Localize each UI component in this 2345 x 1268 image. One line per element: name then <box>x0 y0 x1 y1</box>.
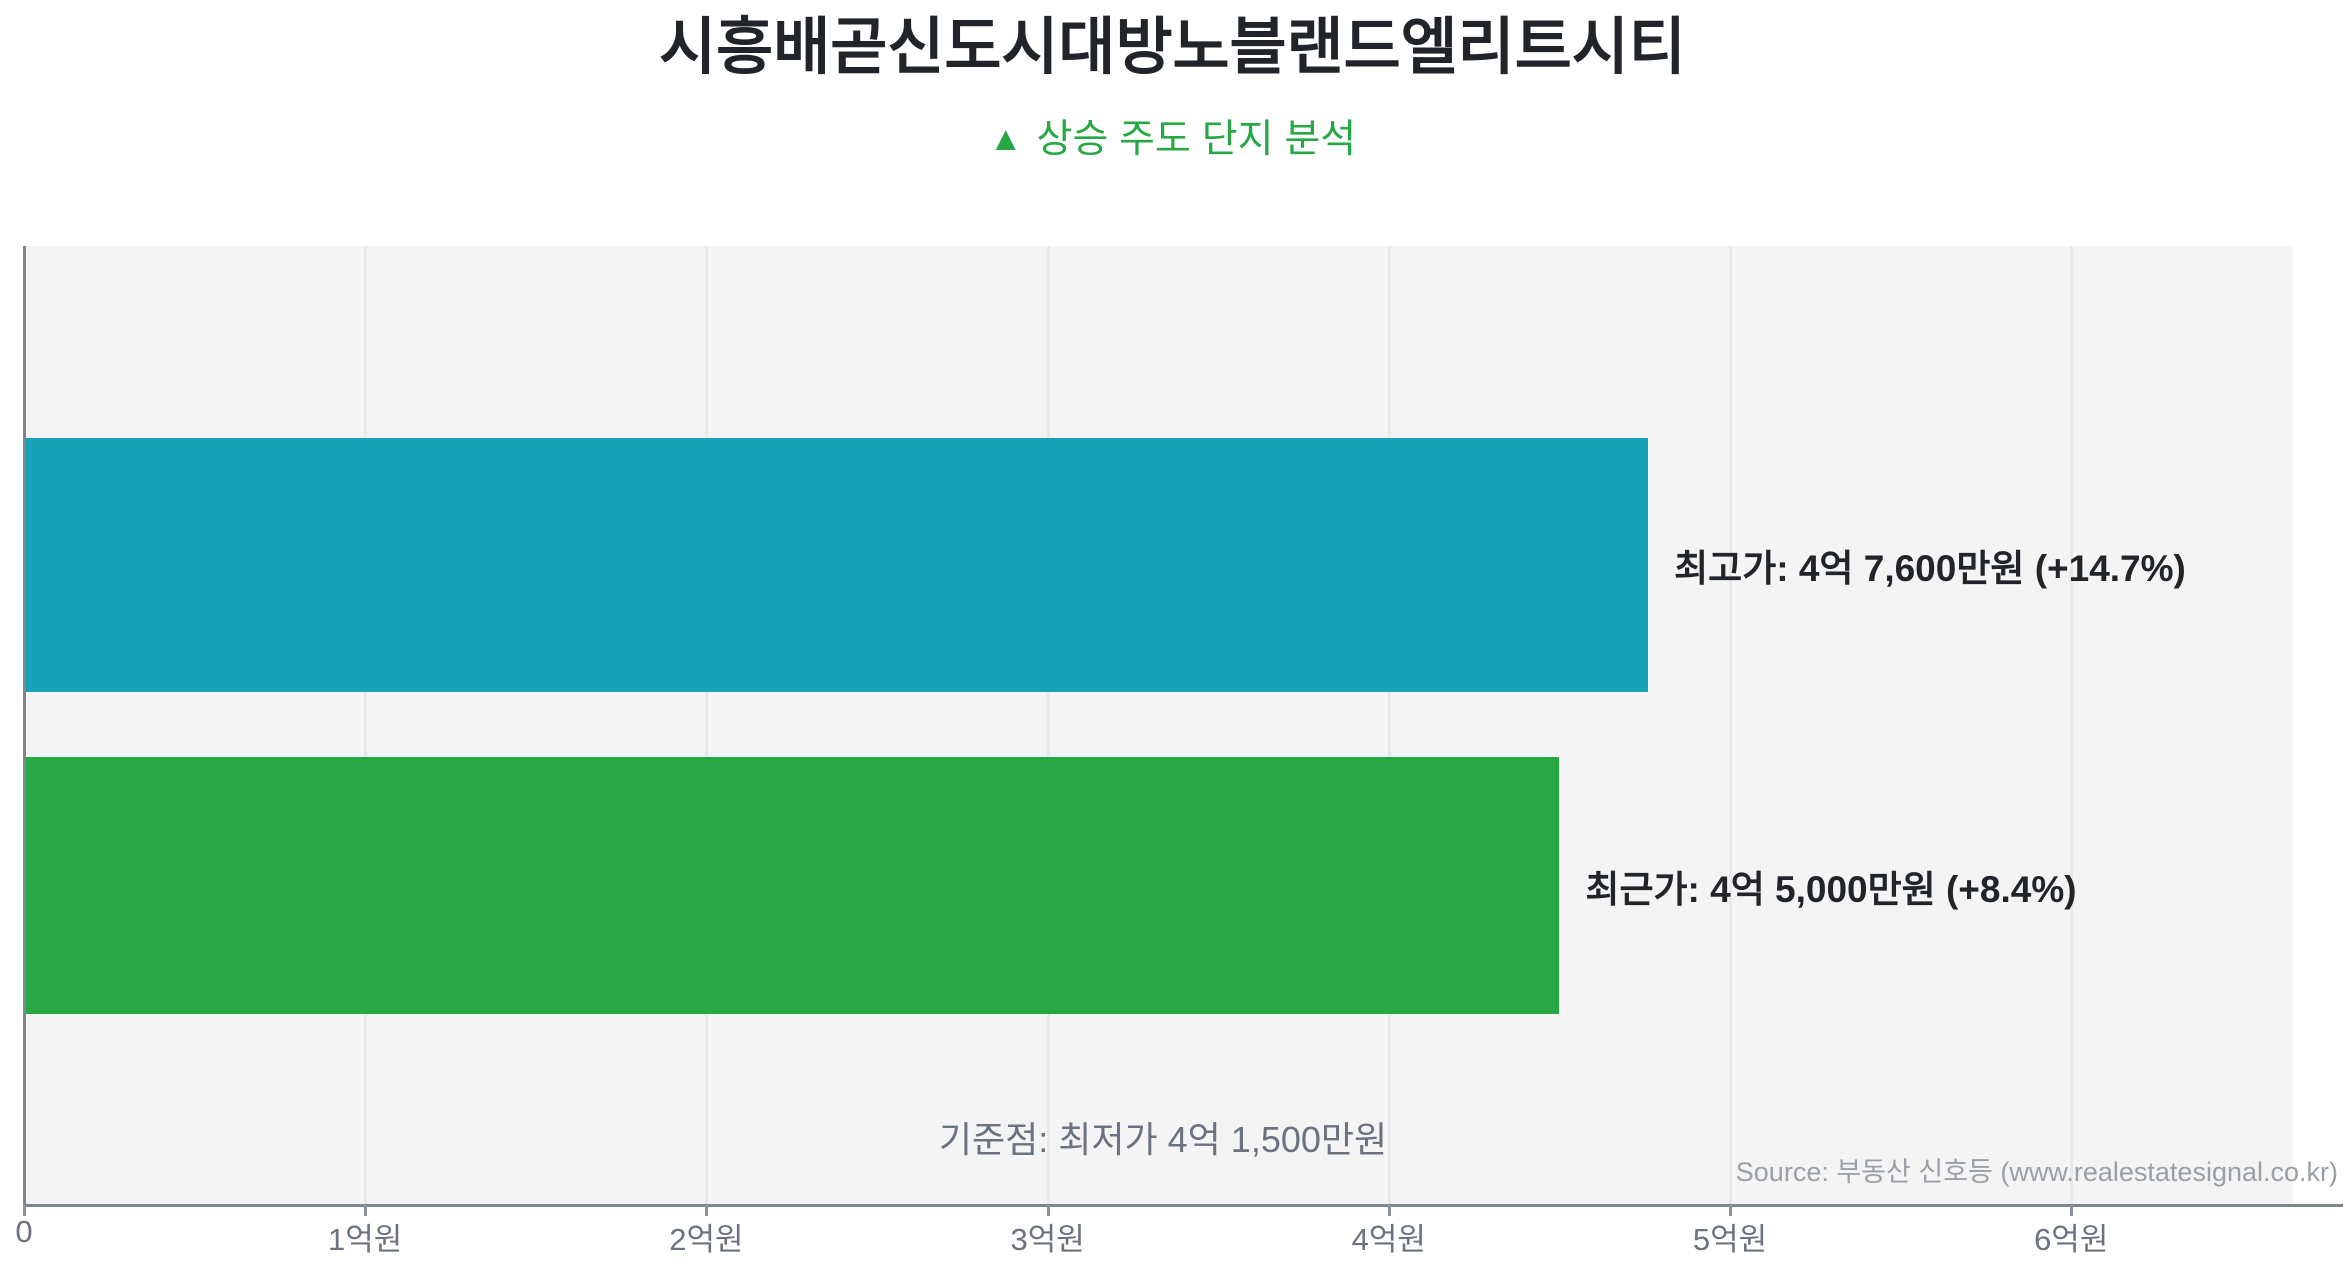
gridline <box>1046 246 1050 1206</box>
gridline <box>2070 246 2074 1206</box>
chart-title: 시흥배곧신도시대방노블랜드엘리트시티 <box>659 13 1686 82</box>
baseline-annotation: 기준점: 최저가 4억 1,500만원 <box>938 1119 1388 1160</box>
x-tick-label: 3억원 <box>1010 1222 1085 1257</box>
x-tick-mark <box>23 1205 26 1216</box>
x-tick-mark <box>705 1205 709 1216</box>
source-credit: Source: 부동산 신호등 (www.realestatesignal.co… <box>1735 1157 2338 1187</box>
x-tick-label: 5억원 <box>1692 1222 1768 1257</box>
gridline <box>1387 246 1391 1206</box>
chart-subtitle: ▲ 상승 주도 단지 분석 <box>0 108 2345 164</box>
x-tick-label: 2억원 <box>669 1222 744 1257</box>
x-tick-mark <box>364 1205 368 1216</box>
x-tick-label: 1억원 <box>328 1222 403 1257</box>
x-tick-mark <box>1387 1205 1391 1216</box>
gridline <box>705 246 709 1206</box>
price-bar-최근가 <box>24 757 1560 1014</box>
bar-value-label: 최근가: 4억 5,000만원 (+8.4%) <box>1585 868 2077 910</box>
bar-value-label: 최고가: 4억 7,600만원 (+14.7%) <box>1674 548 2186 589</box>
x-tick-mark <box>2070 1205 2074 1216</box>
x-tick-label: 6억원 <box>2034 1222 2109 1257</box>
y-axis-line <box>23 246 26 1212</box>
gridline <box>364 246 368 1206</box>
gridline <box>1729 246 1732 1206</box>
x-tick-label: 0 <box>15 1214 33 1249</box>
x-tick-mark <box>1046 1205 1050 1216</box>
x-axis-line <box>23 1204 2343 1207</box>
plot-area: 기준점: 최저가 4억 1,500만원 최고가: 4억 7,600만원 (+14… <box>24 246 2293 1206</box>
x-tick-label: 4억원 <box>1351 1222 1426 1257</box>
price-bar-최고가 <box>24 438 1649 692</box>
chart-subtitle-text: 상승 주도 단지 분석 <box>1036 118 1357 161</box>
x-tick-mark <box>1729 1205 1732 1216</box>
up-triangle-icon: ▲ <box>988 120 1023 158</box>
